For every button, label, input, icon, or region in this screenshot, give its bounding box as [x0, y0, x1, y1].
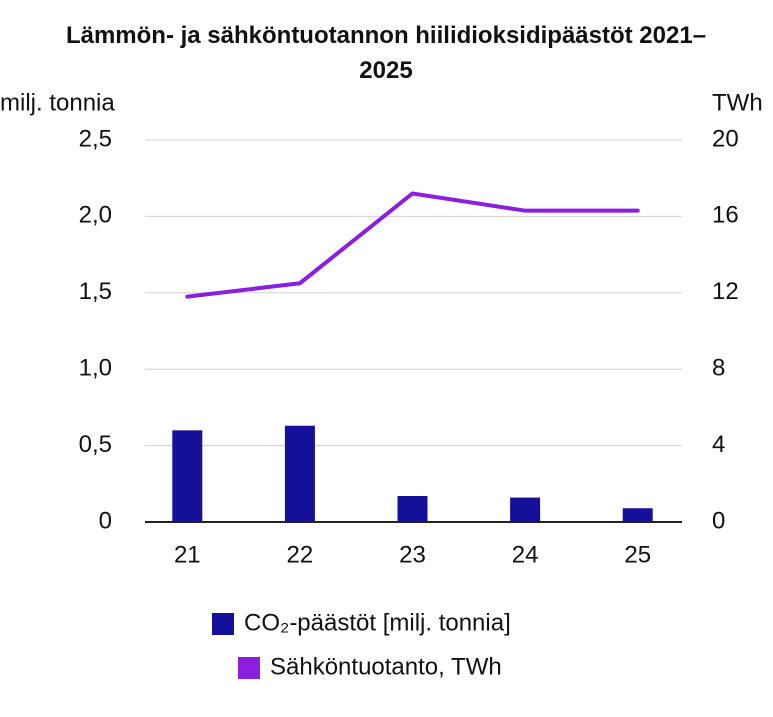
- y-tick-label: 0,5: [79, 431, 112, 458]
- bar: [172, 430, 203, 522]
- y2-tick-label: 4: [712, 431, 725, 458]
- y-tick-label: 2,0: [79, 202, 112, 229]
- y-tick-label: 0: [99, 507, 112, 534]
- bar: [622, 508, 653, 522]
- x-tick-label: 23: [399, 541, 426, 568]
- x-tick-label: 22: [287, 541, 314, 568]
- y-tick-label: 2,5: [79, 125, 112, 152]
- bar: [510, 497, 541, 522]
- y-axis-label: milj. tonnia: [0, 89, 115, 116]
- x-tick-label: 25: [624, 541, 651, 568]
- y2-tick-label: 8: [712, 355, 725, 382]
- legend-swatch: [238, 657, 260, 679]
- legend-label: Sähköntuotanto, TWh: [270, 653, 502, 680]
- x-tick-label: 21: [174, 541, 201, 568]
- chart-title: Lämmön- ja sähköntuotannon hiilidioksidi…: [65, 22, 707, 84]
- bar: [397, 496, 428, 522]
- y2-tick-label: 12: [712, 278, 739, 305]
- y2-tick-label: 0: [712, 507, 725, 534]
- y2-tick-label: 16: [712, 202, 739, 229]
- x-tick-label: 24: [512, 541, 539, 568]
- y-tick-label: 1,0: [79, 355, 112, 382]
- legend-label: CO₂-päästöt [milj. tonnia]: [244, 609, 511, 636]
- legend-swatch: [212, 613, 234, 635]
- y-tick-label: 1,5: [79, 278, 112, 305]
- y2-tick-label: 20: [712, 125, 739, 152]
- y2-axis-label: TWh: [712, 89, 763, 116]
- line: [185, 191, 640, 299]
- bar: [284, 425, 315, 522]
